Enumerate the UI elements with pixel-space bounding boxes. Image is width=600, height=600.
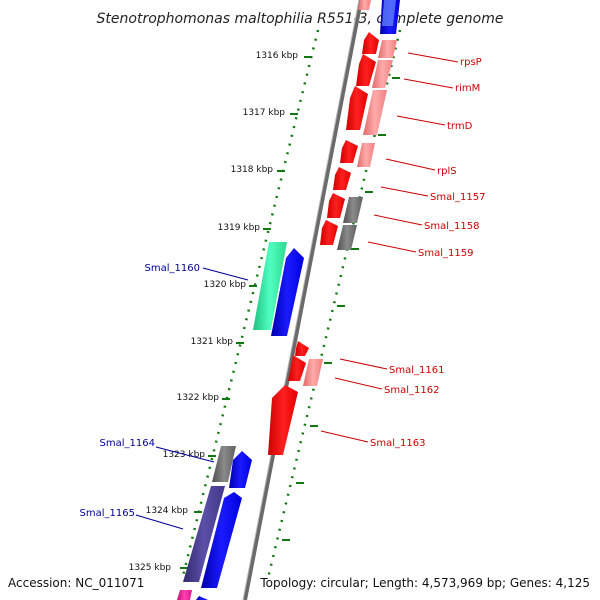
callout-line [380, 186, 429, 197]
tick-label: 1319 kbp [218, 223, 261, 233]
gene-label: Smal_1159 [418, 248, 473, 259]
gene-arrow [357, 143, 375, 167]
gene-arrow [177, 590, 192, 600]
tick-label: 1320 kbp [204, 280, 247, 290]
gene-arrow [337, 225, 357, 250]
callout-line [396, 115, 446, 126]
gene-arrow [229, 451, 252, 488]
gene-arrow [372, 60, 393, 88]
gene-label: Smal_1165 [80, 508, 135, 519]
red-gene-labels: rpsP rimM trmD rplS Smal_1157 Smal_1158 … [370, 57, 485, 449]
gene-arrow [201, 492, 242, 588]
gene-arrow [346, 86, 368, 130]
tick-label: 1318 kbp [231, 165, 274, 175]
genome-summary-text: Topology: circular; Length: 4,573,969 bp… [259, 576, 590, 590]
gene-arrow [333, 167, 351, 190]
gene-arrow [271, 248, 304, 336]
callout-line [135, 514, 184, 530]
top-partial-features [358, 0, 400, 34]
gene-arrow [343, 197, 363, 223]
gene-label: rpsP [460, 57, 482, 68]
gene-label: Smal_1157 [430, 192, 485, 203]
gene-label: Smal_1163 [370, 438, 425, 449]
gene-arrow [363, 90, 387, 135]
tick-label: 1324 kbp [146, 506, 189, 516]
gene-arrow [327, 193, 345, 218]
gene-label: trmD [447, 121, 473, 132]
gene-arrow [362, 32, 379, 54]
tick-label: 1323 kbp [163, 450, 206, 460]
outer-genes [177, 242, 304, 600]
callout-line [334, 377, 383, 390]
callout-line [202, 267, 249, 281]
callout-line [339, 358, 388, 370]
callout-line [373, 214, 423, 226]
red-callouts [320, 52, 459, 443]
gene-arrow [253, 242, 287, 330]
gene-label: Smal_1161 [389, 365, 444, 376]
gene-arrow [288, 355, 306, 381]
gene-arrow [382, 0, 396, 26]
callout-line [155, 446, 215, 463]
blue-gene-labels: Smal_1160 Smal_1164 Smal_1165 [80, 263, 200, 519]
map-title: Stenotrophomonas maltophilia R551-3, com… [97, 11, 504, 27]
gene-arrow [196, 596, 208, 600]
tick-label: 1321 kbp [191, 337, 234, 347]
ruler-ticks [180, 56, 312, 569]
gene-arrow [320, 220, 338, 245]
tick-label: 1325 kbp [129, 563, 172, 573]
gene-arrow [340, 140, 358, 163]
inner-ruler [266, 29, 402, 579]
gene-arrow [378, 40, 397, 58]
gene-label: Smal_1158 [424, 221, 479, 232]
accession-text: Accession: NC_011071 [8, 576, 144, 590]
gene-label: rimM [455, 83, 480, 94]
gene-arrow [356, 54, 376, 86]
callout-line [320, 430, 369, 443]
gene-arrow [183, 486, 225, 582]
gene-arrow [268, 385, 298, 455]
gene-arrow [295, 341, 309, 356]
gene-label: Smal_1164 [100, 438, 155, 449]
tick-label: 1317 kbp [243, 108, 286, 118]
callout-line [403, 78, 454, 89]
gene-label: Smal_1160 [145, 263, 200, 274]
gene-arrow [303, 359, 323, 386]
red-genes [268, 32, 397, 455]
tick-label: 1316 kbp [256, 51, 299, 61]
blue-callouts [135, 267, 249, 530]
gene-label: rplS [437, 166, 457, 177]
genome-backbone [243, 0, 363, 600]
callout-line [385, 158, 436, 171]
gene-arrow [212, 446, 236, 482]
tick-label: 1322 kbp [177, 393, 220, 403]
gene-label: Smal_1162 [384, 385, 439, 396]
callout-line [407, 52, 459, 63]
gene-arrow [358, 0, 371, 10]
inner-ruler-ticks [282, 77, 400, 541]
callout-line [367, 241, 417, 253]
tick-labels: 1316 kbp 1317 kbp 1318 kbp 1319 kbp 1320… [129, 51, 299, 573]
genome-backbone-highlight [242, 0, 360, 600]
